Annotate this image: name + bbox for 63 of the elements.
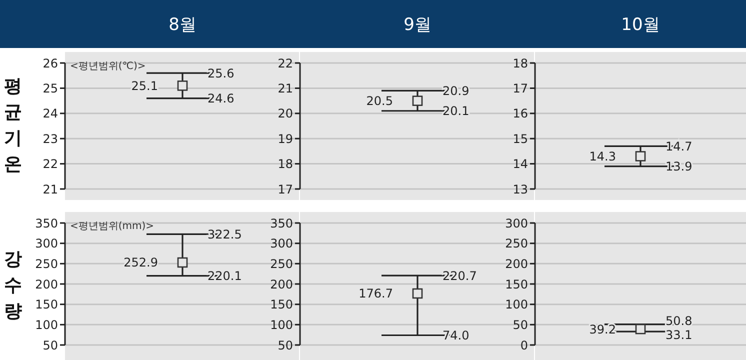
y-tick-label: 17 (278, 182, 293, 196)
annotation: 322.5 (208, 227, 242, 242)
y-tick-label: 100 (35, 318, 58, 332)
y-tick-label: 150 (505, 277, 528, 292)
y-tick-label: 18 (278, 157, 293, 172)
y-tick-label: 19 (278, 132, 293, 146)
y-tick-label: 13 (512, 182, 528, 196)
data-label: 14.3 (589, 150, 616, 164)
y-tick-label: 26 (42, 56, 58, 70)
y-tick-label: 200 (505, 256, 528, 271)
y-tick-label: 25 (42, 81, 58, 96)
y-tick-label: 350 (35, 216, 58, 230)
y-tick-label: 150 (270, 298, 293, 312)
y-tick-label: 200 (35, 277, 58, 292)
annotation: <평년범위(℃)> (70, 60, 146, 73)
annotation: 74.0 (442, 328, 470, 342)
y-tick-label: 350 (270, 216, 293, 230)
annotation: 33.1 (666, 328, 692, 342)
annotation: 20.9 (442, 84, 470, 98)
y-tick-label: 0 (520, 338, 528, 352)
data-label: 176.7 (358, 286, 393, 301)
y-tick-label: 300 (270, 236, 293, 251)
y-tick-label: 15 (512, 132, 528, 146)
y-tick-label: 50 (512, 318, 528, 332)
data-label: 25.1 (131, 78, 158, 93)
y-tick-label: 20 (278, 106, 293, 121)
y-tick-label: 100 (270, 318, 293, 332)
annotation: 20.1 (442, 104, 470, 118)
y-tick-label: 23 (42, 132, 58, 146)
y-tick-label: 18 (512, 56, 528, 70)
annotation: 220.7 (442, 268, 477, 283)
y-tick-label: 300 (35, 236, 58, 251)
y-tick-label: 300 (505, 216, 528, 230)
y-axis-title: 강수량 (3, 248, 23, 324)
y-tick-label: 50 (278, 338, 293, 352)
y-tick-label: 24 (42, 106, 58, 121)
chart-title: 8월 (168, 14, 198, 36)
annotation: 13.9 (666, 160, 692, 174)
y-tick-label: 250 (270, 256, 293, 271)
data-label: 252.9 (124, 256, 158, 270)
y-tick-label: 21 (42, 182, 58, 196)
annotation: 14.7 (666, 139, 692, 154)
annotation: <평년범위(mm)> (70, 220, 154, 233)
y-tick-label: 16 (512, 106, 528, 121)
annotation: 25.6 (208, 66, 234, 80)
annotation: 220.1 (208, 269, 242, 284)
y-tick-label: 22 (42, 157, 58, 172)
y-tick-label: 100 (505, 298, 528, 312)
y-axis-title: 평균기온 (3, 75, 23, 177)
y-tick-label: 14 (512, 157, 528, 172)
y-tick-label: 250 (505, 236, 528, 251)
chart-title: 10월 (620, 14, 661, 36)
y-tick-label: 150 (35, 298, 58, 312)
chart-title: 9월 (402, 14, 432, 36)
y-tick-label: 50 (42, 338, 58, 352)
y-tick-label: 22 (278, 56, 293, 70)
y-tick-label: 250 (35, 256, 58, 271)
annotation: 24.6 (208, 91, 234, 106)
y-tick-label: 200 (270, 277, 293, 292)
data-label: 20.5 (366, 94, 393, 108)
data-label: 39.2 (589, 322, 616, 336)
y-tick-label: 17 (512, 81, 528, 96)
y-tick-label: 21 (278, 81, 293, 96)
